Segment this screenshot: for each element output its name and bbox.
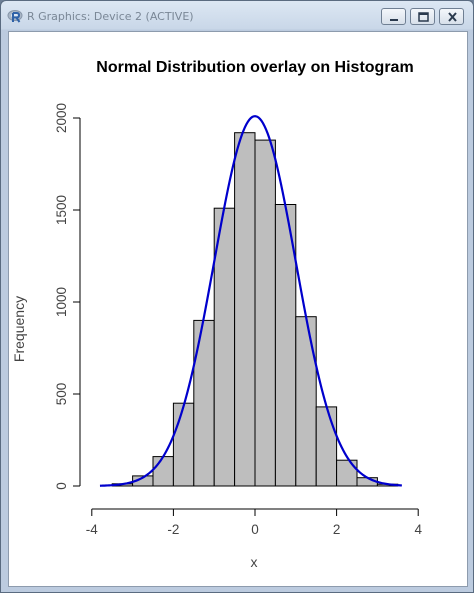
plot-canvas: Normal Distribution overlay on Histogram…	[8, 31, 468, 587]
minimize-button[interactable]	[381, 8, 406, 25]
histogram-plot: Normal Distribution overlay on Histogram…	[11, 59, 422, 570]
r-logo-icon	[7, 10, 23, 23]
close-icon	[448, 12, 457, 22]
histogram-bar	[254, 139, 276, 487]
histogram-bar	[152, 456, 174, 487]
x-tick-label: 0	[251, 522, 259, 537]
x-tick-label: -4	[86, 522, 98, 537]
y-tick-label: 500	[54, 383, 69, 406]
y-tick-label: 0	[54, 482, 69, 490]
minimize-icon	[390, 19, 398, 21]
x-tick-label: -2	[167, 522, 179, 537]
histogram-bar	[295, 316, 317, 487]
title-bar[interactable]: R Graphics: Device 2 (ACTIVE)	[1, 1, 473, 31]
x-tick-label: 4	[414, 522, 422, 537]
y-tick-label: 1000	[54, 287, 69, 317]
histogram-bar	[234, 132, 256, 487]
plot-title: Normal Distribution overlay on Histogram	[96, 59, 413, 76]
x-axis-label: x	[251, 554, 258, 570]
maximize-button[interactable]	[410, 8, 435, 25]
x-tick-label: 2	[333, 522, 341, 537]
histogram-bars	[111, 132, 399, 487]
y-tick-label: 2000	[54, 103, 69, 133]
histogram-bar	[315, 406, 338, 487]
histogram-bar	[172, 402, 195, 487]
histogram-bar	[193, 319, 215, 487]
y-tick-label: 1500	[54, 195, 69, 225]
y-axis: 0 500 1000 1500 2000	[54, 103, 81, 490]
normal-curve	[99, 115, 402, 487]
maximize-icon	[418, 12, 429, 22]
window-title: R Graphics: Device 2 (ACTIVE)	[27, 10, 194, 23]
y-axis-label: Frequency	[11, 296, 27, 362]
histogram-bar	[336, 459, 358, 487]
close-button[interactable]	[439, 8, 464, 25]
x-axis: -4 -2 0 2 4	[86, 508, 422, 537]
